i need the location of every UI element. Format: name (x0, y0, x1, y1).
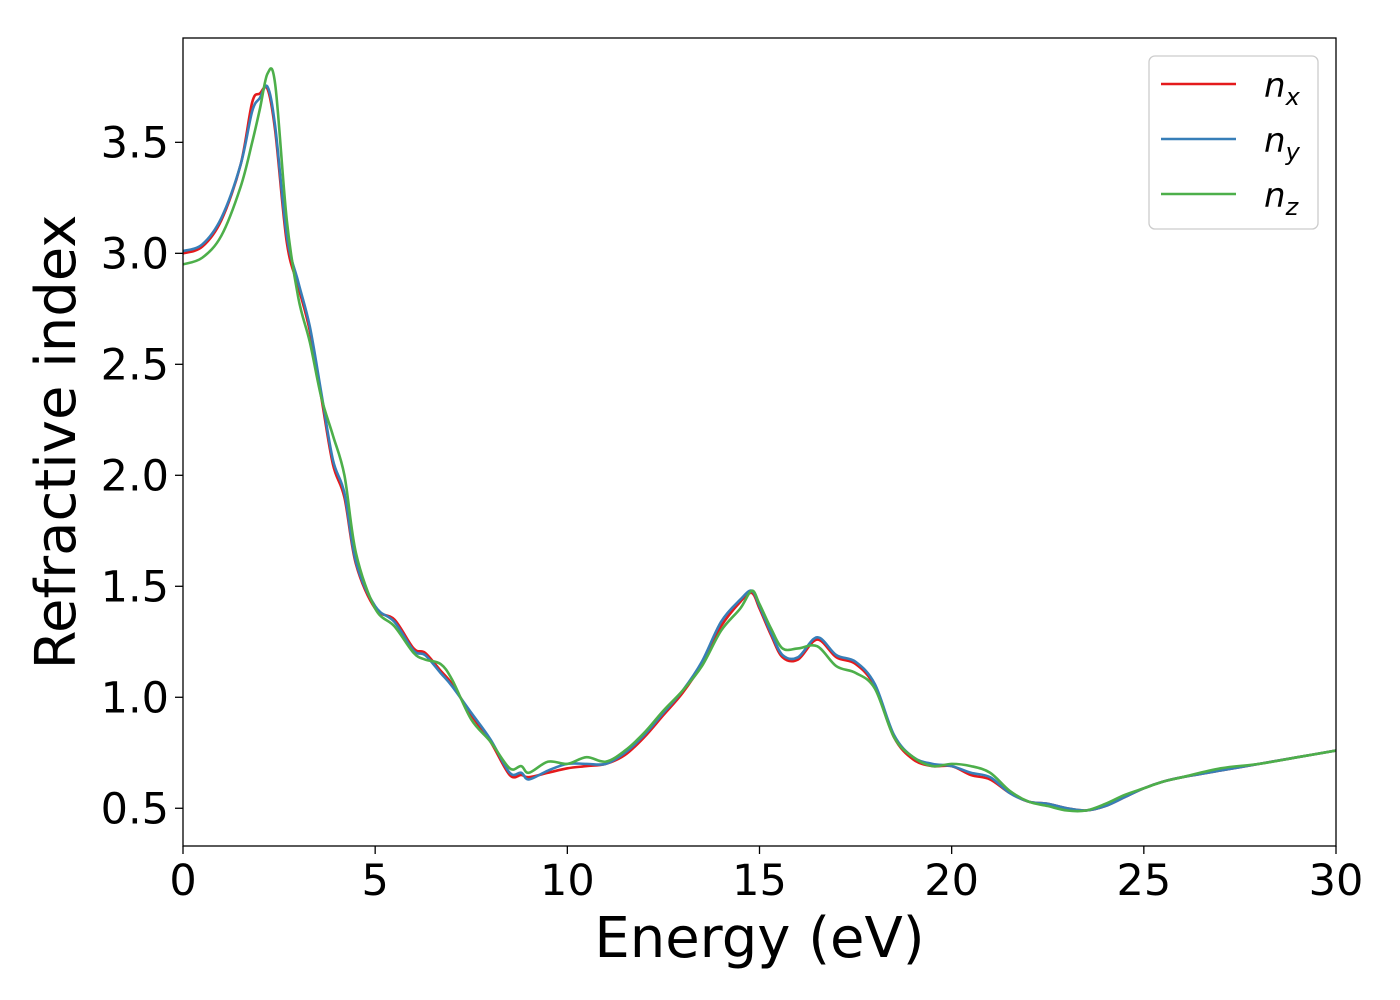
y-tick-label: 1.5 (101, 562, 169, 612)
legend-label-subscript: z (1285, 193, 1300, 221)
y-tick-label: 1.0 (101, 673, 169, 723)
legend-label-base: n (1264, 66, 1286, 106)
x-axis: 0 5 10 15 20 25 30 (169, 846, 1363, 906)
series-line-n-y (183, 84, 1336, 812)
series-layer (183, 67, 1336, 813)
x-tick-label: 20 (924, 856, 979, 906)
y-axis: 0.5 1.0 1.5 2.0 2.5 3.0 3.5 (101, 118, 183, 834)
x-tick-label: 5 (361, 856, 388, 906)
legend-label-n-z: nz (1264, 176, 1300, 221)
y-axis-title: Refractive index (24, 215, 89, 670)
y-tick-label: 3.0 (101, 229, 169, 279)
legend-label-n-y: ny (1264, 121, 1301, 166)
x-axis-title: Energy (eV) (594, 906, 924, 971)
y-tick-label: 2.5 (101, 340, 169, 390)
legend-label-n-x: nx (1264, 66, 1301, 111)
legend-box (1148, 55, 1319, 230)
legend-label-subscript: y (1285, 138, 1301, 166)
y-tick-label: 3.5 (101, 118, 169, 168)
x-tick-label: 10 (540, 856, 595, 906)
x-tick-label: 15 (732, 856, 787, 906)
x-tick-label: 30 (1309, 856, 1364, 906)
legend-label-base: n (1264, 176, 1286, 216)
legend-label-subscript: x (1285, 83, 1301, 111)
y-tick-label: 2.0 (101, 451, 169, 501)
y-tick-label: 0.5 (101, 784, 169, 834)
x-tick-label: 0 (169, 856, 196, 906)
series-line-n-z (183, 67, 1336, 813)
x-tick-label: 25 (1116, 856, 1171, 906)
legend-label-base: n (1264, 121, 1286, 161)
